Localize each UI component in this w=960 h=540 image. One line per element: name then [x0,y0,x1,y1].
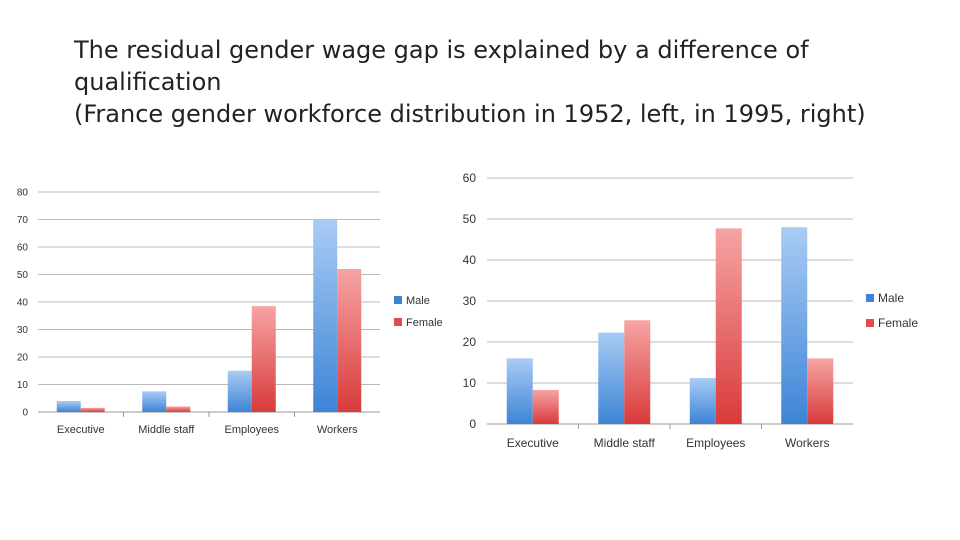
bar-male [227,370,252,412]
chart-1995: 0 10 20 30 40 50 60 Executive Middle staff Employ… [463,171,919,450]
bar-female [807,358,834,424]
bar-female [624,320,651,424]
bar-male [313,219,338,412]
bar-female [715,228,742,424]
chart-1952: 0 10 20 30 40 50 60 70 80 Executive Middle staff Em… [17,188,443,437]
x-tick-label: Executive [507,436,559,450]
bar-female [532,389,559,424]
bar-male [142,391,167,412]
y-tick-label: 40 [463,253,477,267]
x-tick-label: Employees [686,436,745,450]
x-tick-label: Middle staff [138,424,195,436]
title-line-3: (France gender workforce distribution in… [74,100,866,128]
y-tick-label: 20 [17,353,29,364]
legend-label-male: Male [878,291,904,305]
y-tick-label: 60 [17,243,29,254]
x-tick-label: Employees [225,424,280,436]
bar-female [337,269,362,412]
legend-swatch-female [394,318,402,326]
y-tick-label: 10 [463,376,477,390]
y-tick-label: 40 [17,298,29,309]
legend-swatch-male [394,296,402,304]
slide-title: The residual gender wage gap is explaine… [74,34,874,130]
bar-male [689,378,716,424]
bar-female [251,306,276,412]
x-tick-label: Workers [785,436,829,450]
y-tick-label: 20 [463,335,477,349]
legend-label-female: Female [406,317,443,329]
bar-female [166,406,191,412]
legend-label-female: Female [878,316,918,330]
bar-male [598,332,625,424]
y-tick-label: 0 [22,408,28,419]
title-line-2: qualification [74,68,222,96]
y-tick-label: 30 [17,325,29,336]
bar-male [56,401,81,412]
x-tick-label: Workers [317,424,358,436]
y-tick-label: 80 [17,188,29,199]
y-tick-label: 50 [463,212,477,226]
y-tick-label: 70 [17,215,29,226]
y-tick-label: 0 [469,417,476,431]
y-tick-label: 30 [463,294,477,308]
bar-female [80,407,105,412]
title-line-1: The residual gender wage gap is explaine… [74,36,809,64]
x-tick-label: Executive [57,424,105,436]
y-tick-label: 60 [463,171,477,185]
x-tick-label: Middle staff [594,436,656,450]
bar-male [506,358,533,424]
legend-swatch-male [866,294,874,302]
y-tick-label: 10 [17,380,29,391]
legend-swatch-female [866,319,874,327]
legend-label-male: Male [406,295,430,307]
bar-male [781,227,808,424]
y-tick-label: 50 [17,270,29,281]
